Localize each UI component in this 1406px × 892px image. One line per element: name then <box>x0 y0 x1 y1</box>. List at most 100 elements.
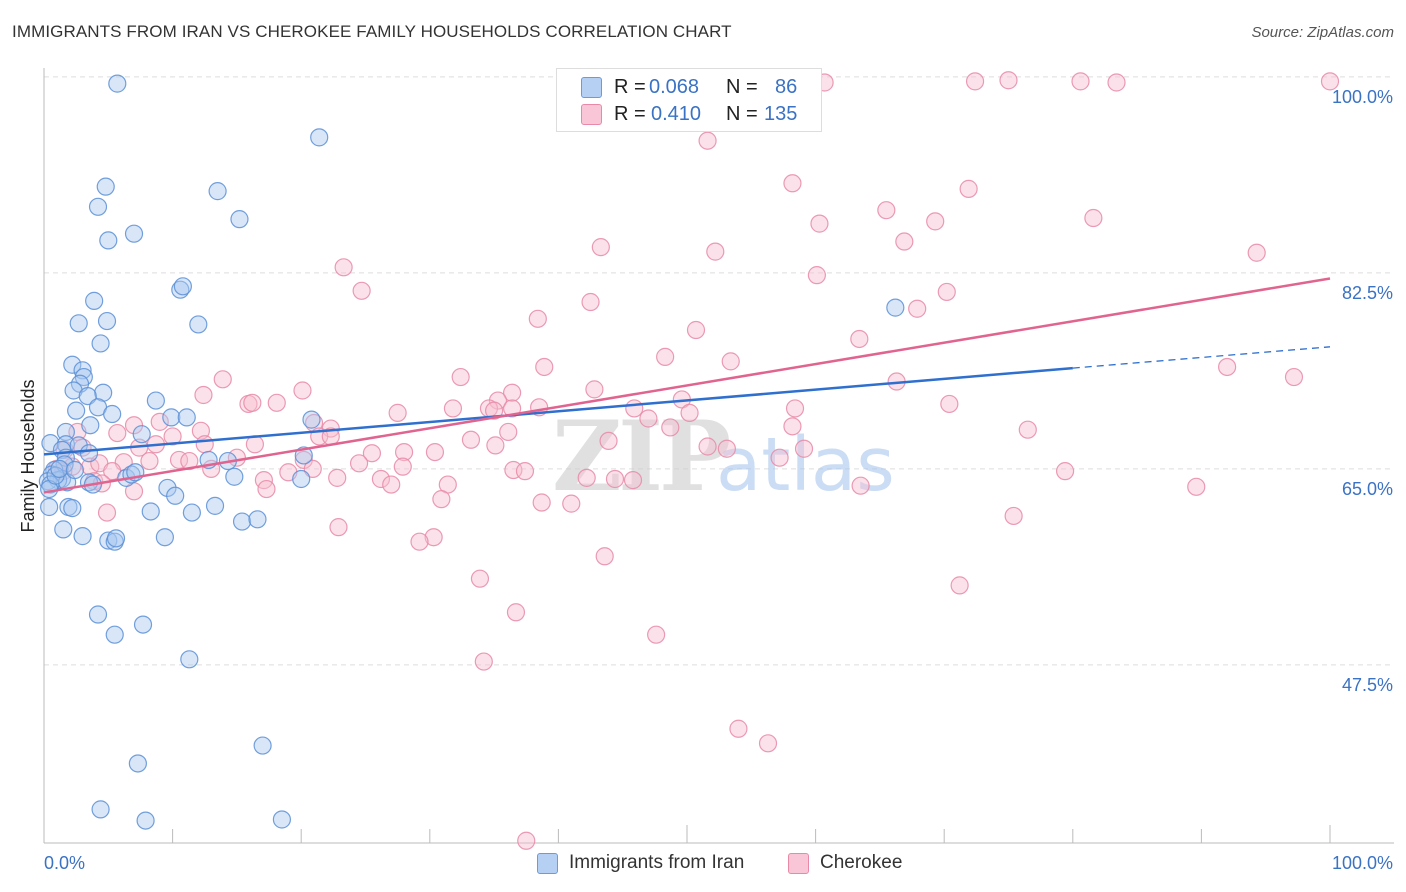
cherokee-point-68 <box>461 430 481 449</box>
iran-point-65 <box>232 512 252 531</box>
cherokee-point-63 <box>499 422 518 442</box>
iran-trend-line <box>43 366 1073 456</box>
iran-point-63 <box>182 503 201 522</box>
bottom-legend-swatch-iran <box>537 853 558 874</box>
cherokee-point-83 <box>770 448 789 467</box>
iran-point-31 <box>56 422 75 442</box>
cherokee-point-40 <box>267 393 286 412</box>
iran-point-17 <box>73 361 92 380</box>
cherokee-point-8 <box>959 179 978 198</box>
iran-point-14 <box>886 298 905 317</box>
iran-point-6 <box>124 224 144 243</box>
iran-point-30 <box>81 416 100 435</box>
iran-point-10 <box>85 291 104 310</box>
cherokee-point-74 <box>717 439 736 458</box>
cherokee-point-123 <box>424 528 443 547</box>
legend-cherokee-r-label: R = <box>614 103 646 125</box>
cherokee-point-21 <box>581 292 600 312</box>
cherokee-point-78 <box>425 443 445 462</box>
cherokee-point-72 <box>486 436 505 455</box>
watermark-zip: ZIP <box>552 400 729 513</box>
cherokee-point-124 <box>410 532 429 551</box>
cherokee-point-112 <box>382 475 401 494</box>
cherokee-point-22 <box>908 299 927 318</box>
iran-point-57 <box>158 478 177 498</box>
y-axis-label: Family Households <box>18 379 38 532</box>
cherokee-point-127 <box>950 576 969 595</box>
cherokee-point-108 <box>605 469 625 489</box>
cherokee-point-132 <box>758 734 778 753</box>
y-tick-label-2: 82.5% <box>1342 283 1393 303</box>
cherokee-point-30 <box>1284 367 1304 387</box>
iran-point-74 <box>105 625 124 644</box>
cherokee-point-23 <box>528 309 547 328</box>
cherokee-point-18 <box>807 266 826 285</box>
iran-point-2 <box>96 177 115 196</box>
y-tick-label-3: 100.0% <box>1332 87 1393 107</box>
iran-point-59 <box>40 497 59 517</box>
cherokee-point-51 <box>388 403 407 422</box>
legend-cherokee-n-label: N = <box>726 103 758 125</box>
cherokee-point-50 <box>785 399 805 418</box>
iran-point-66 <box>248 510 267 529</box>
cherokee-point-14 <box>706 242 725 261</box>
cherokee-point-28 <box>535 357 554 377</box>
cherokee-point-1 <box>999 71 1018 90</box>
iran-point-38 <box>79 444 99 463</box>
cherokee-point-25 <box>850 329 869 349</box>
bottom-legend-swatch-cherokee <box>788 853 809 874</box>
cherokee-point-26 <box>656 347 675 366</box>
cherokee-point-109 <box>623 471 643 490</box>
cherokee-point-36 <box>503 383 522 402</box>
cherokee-point-95 <box>303 459 322 479</box>
grid-layer <box>44 76 1394 666</box>
iran-point-22 <box>78 386 97 406</box>
cherokee-point-105 <box>328 468 347 487</box>
iran-point-25 <box>67 401 86 420</box>
x-tick-labels: 0.0% 100.0% <box>44 853 1393 873</box>
cherokee-point-103 <box>1055 462 1075 481</box>
iran-point-33 <box>41 434 60 453</box>
cherokee-point-53 <box>150 412 169 431</box>
iran-point-40 <box>294 446 313 465</box>
cherokee-point-119 <box>1187 477 1206 496</box>
cherokee-point-73 <box>698 437 717 456</box>
cherokee-point-19 <box>352 281 371 300</box>
y-tick-labels: 47.5% 65.0% 82.5% 100.0% <box>1332 87 1393 695</box>
legend-iran-n-label: N = <box>726 76 758 98</box>
iran-point-16 <box>63 355 82 374</box>
x-tick-label-end: 100.0% <box>1332 853 1393 873</box>
cherokee-point-129 <box>647 625 666 644</box>
cherokee-point-107 <box>577 468 596 487</box>
iran-point-28 <box>177 408 196 427</box>
cherokee-point-54 <box>639 409 658 428</box>
iran-point-8 <box>171 280 190 299</box>
cherokee-point-87 <box>140 451 159 471</box>
y-tick-label-0: 47.5% <box>1342 675 1393 695</box>
cherokee-point-76 <box>362 444 382 463</box>
cherokee-point-29 <box>1218 357 1237 377</box>
watermark-atlas: atlas <box>716 422 895 508</box>
cherokee-point-118 <box>562 494 581 513</box>
iran-point-58 <box>166 486 185 505</box>
cherokee-point-45 <box>443 399 463 418</box>
cherokee-point-64 <box>1018 420 1037 439</box>
iran-point-78 <box>128 754 147 773</box>
cherokee-point-92 <box>180 451 199 471</box>
iran-point-84 <box>65 460 84 480</box>
cherokee-point-120 <box>97 503 117 522</box>
cherokee-point-35 <box>293 381 312 400</box>
cherokee-point-62 <box>108 423 127 443</box>
iran-point-4 <box>88 197 108 216</box>
iran-point-83 <box>50 459 69 479</box>
cherokee-point-17 <box>334 258 353 277</box>
iran-point-73 <box>88 605 108 624</box>
cherokee-point-130 <box>474 652 493 671</box>
x-tick-label-start: 0.0% <box>44 853 85 873</box>
cherokee-point-31 <box>451 367 470 387</box>
iran-point-12 <box>189 315 208 334</box>
cherokee-point-11 <box>810 214 829 233</box>
cherokee-point-4 <box>1107 73 1126 92</box>
cherokee-point-47 <box>485 401 504 420</box>
legend-swatch-cherokee <box>581 104 602 125</box>
